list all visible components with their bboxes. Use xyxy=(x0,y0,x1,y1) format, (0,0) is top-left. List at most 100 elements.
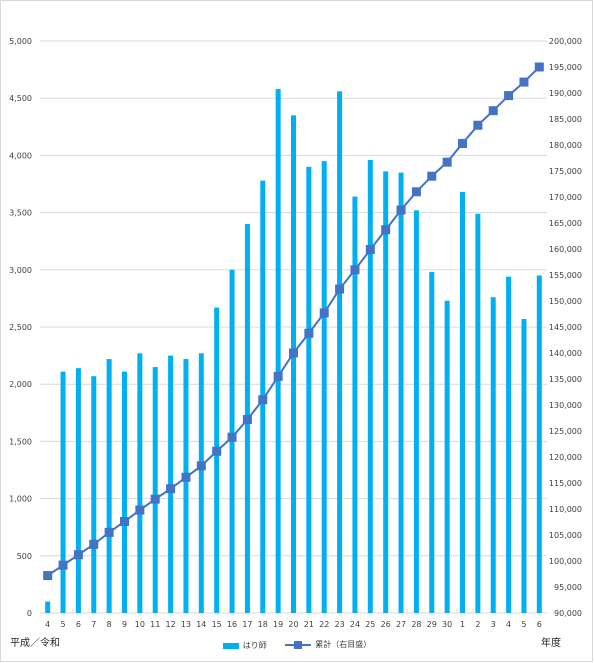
line-marker xyxy=(212,446,222,456)
left-tick-label: 4,500 xyxy=(9,94,32,103)
x-tick-label: 25 xyxy=(365,620,375,629)
x-tick-label: 10 xyxy=(135,620,145,629)
x-tick-label: 26 xyxy=(381,620,391,629)
x-tick-label: 6 xyxy=(76,620,81,629)
x-tick-label: 17 xyxy=(242,620,252,629)
x-tick-label: 7 xyxy=(91,620,96,629)
line-marker xyxy=(411,187,421,197)
x-tick-label: 22 xyxy=(319,620,329,629)
line-marker xyxy=(350,265,360,275)
line-marker xyxy=(519,77,529,87)
x-tick-label: 16 xyxy=(227,620,237,629)
right-tick-label: 170,000 xyxy=(549,193,582,202)
x-tick-label: 8 xyxy=(107,620,112,629)
legend-line-swatch xyxy=(285,640,312,649)
line-series xyxy=(43,62,544,581)
legend-bar-label: はり師 xyxy=(242,641,267,650)
bar xyxy=(122,371,127,613)
right-tick-label: 115,000 xyxy=(549,479,582,488)
legend-bar-swatch xyxy=(222,642,239,649)
legend-line-label: 累計（右目盛） xyxy=(315,640,372,649)
left-tick-label: 3,500 xyxy=(9,209,32,218)
x-tick-label: 19 xyxy=(273,620,283,629)
line-marker xyxy=(273,371,283,381)
left-axis-ticks: 0 500 1,000 1,500 2,000 2,500 3,000 3,500 4,000 4… xyxy=(9,37,32,618)
line-marker xyxy=(488,106,498,116)
bar xyxy=(506,276,512,613)
bar xyxy=(475,213,481,613)
right-tick-label: 135,000 xyxy=(549,375,582,384)
right-tick-label: 90,000 xyxy=(554,609,582,618)
x-tick-label: 11 xyxy=(150,620,160,629)
x-tick-label: 6 xyxy=(537,620,542,629)
line-marker xyxy=(396,205,406,215)
bar xyxy=(521,318,527,613)
bar xyxy=(413,210,419,613)
right-tick-label: 175,000 xyxy=(549,167,582,176)
line-marker xyxy=(504,91,514,101)
bar xyxy=(45,601,51,613)
bar xyxy=(490,297,496,613)
x-tick-label: 18 xyxy=(258,620,268,629)
bar xyxy=(106,359,112,613)
right-tick-label: 195,000 xyxy=(549,63,582,72)
x-tick-label: 29 xyxy=(427,620,437,629)
bar xyxy=(198,353,204,613)
right-tick-label: 105,000 xyxy=(549,531,582,540)
line-marker xyxy=(89,539,99,549)
x-tick-label: 28 xyxy=(411,620,421,629)
left-tick-label: 3,000 xyxy=(9,266,32,275)
right-tick-label: 165,000 xyxy=(549,219,582,228)
right-tick-label: 140,000 xyxy=(549,349,582,358)
right-tick-label: 145,000 xyxy=(549,323,582,332)
line-marker xyxy=(258,395,268,405)
left-tick-label: 5,000 xyxy=(9,37,32,46)
line-marker xyxy=(534,62,544,72)
x-tick-label: 21 xyxy=(304,620,314,629)
x-tick-label: 14 xyxy=(196,620,206,629)
line-marker xyxy=(58,560,68,570)
line-marker xyxy=(120,516,129,526)
right-tick-label: 180,000 xyxy=(549,141,582,150)
right-tick-label: 110,000 xyxy=(549,505,582,514)
x-tick-label: 2 xyxy=(475,620,480,629)
x-tick-label: 27 xyxy=(396,620,406,629)
line-marker xyxy=(135,505,145,515)
x-tick-label: 5 xyxy=(521,620,526,629)
line-marker xyxy=(304,328,314,338)
left-tick-label: 2,000 xyxy=(9,380,32,389)
bar xyxy=(429,272,435,613)
bar xyxy=(306,166,312,613)
right-tick-label: 160,000 xyxy=(549,245,582,254)
line-marker xyxy=(227,432,237,442)
right-tick-label: 130,000 xyxy=(549,401,582,410)
x-axis-caption: 平成／令和 xyxy=(10,638,60,649)
x-tick-label: 5 xyxy=(60,620,65,629)
left-tick-label: 500 xyxy=(17,552,32,561)
x-tick-label: 1 xyxy=(460,620,465,629)
right-tick-label: 120,000 xyxy=(549,453,582,462)
line-marker xyxy=(150,494,160,504)
bar xyxy=(460,192,465,613)
bar xyxy=(60,371,66,613)
line-marker xyxy=(242,415,252,425)
right-tick-label: 200,000 xyxy=(549,37,582,46)
left-tick-label: 1,000 xyxy=(9,495,32,504)
right-tick-label: 150,000 xyxy=(549,297,582,306)
bar xyxy=(337,91,343,613)
left-tick-label: 1,500 xyxy=(9,437,32,446)
x-tick-label: 4 xyxy=(45,620,50,629)
bar xyxy=(536,275,542,613)
bar xyxy=(91,376,97,613)
bar xyxy=(275,89,281,614)
x-tick-label: 23 xyxy=(334,620,344,629)
legend-item-bar: はり師 xyxy=(222,640,267,651)
bar xyxy=(137,353,143,613)
right-tick-label: 155,000 xyxy=(549,271,582,280)
legend-item-line: 累計（右目盛） xyxy=(285,639,371,650)
left-tick-label: 2,500 xyxy=(9,323,32,332)
bar xyxy=(291,115,296,614)
x-tick-label: 24 xyxy=(350,620,360,629)
line-marker xyxy=(181,472,191,482)
